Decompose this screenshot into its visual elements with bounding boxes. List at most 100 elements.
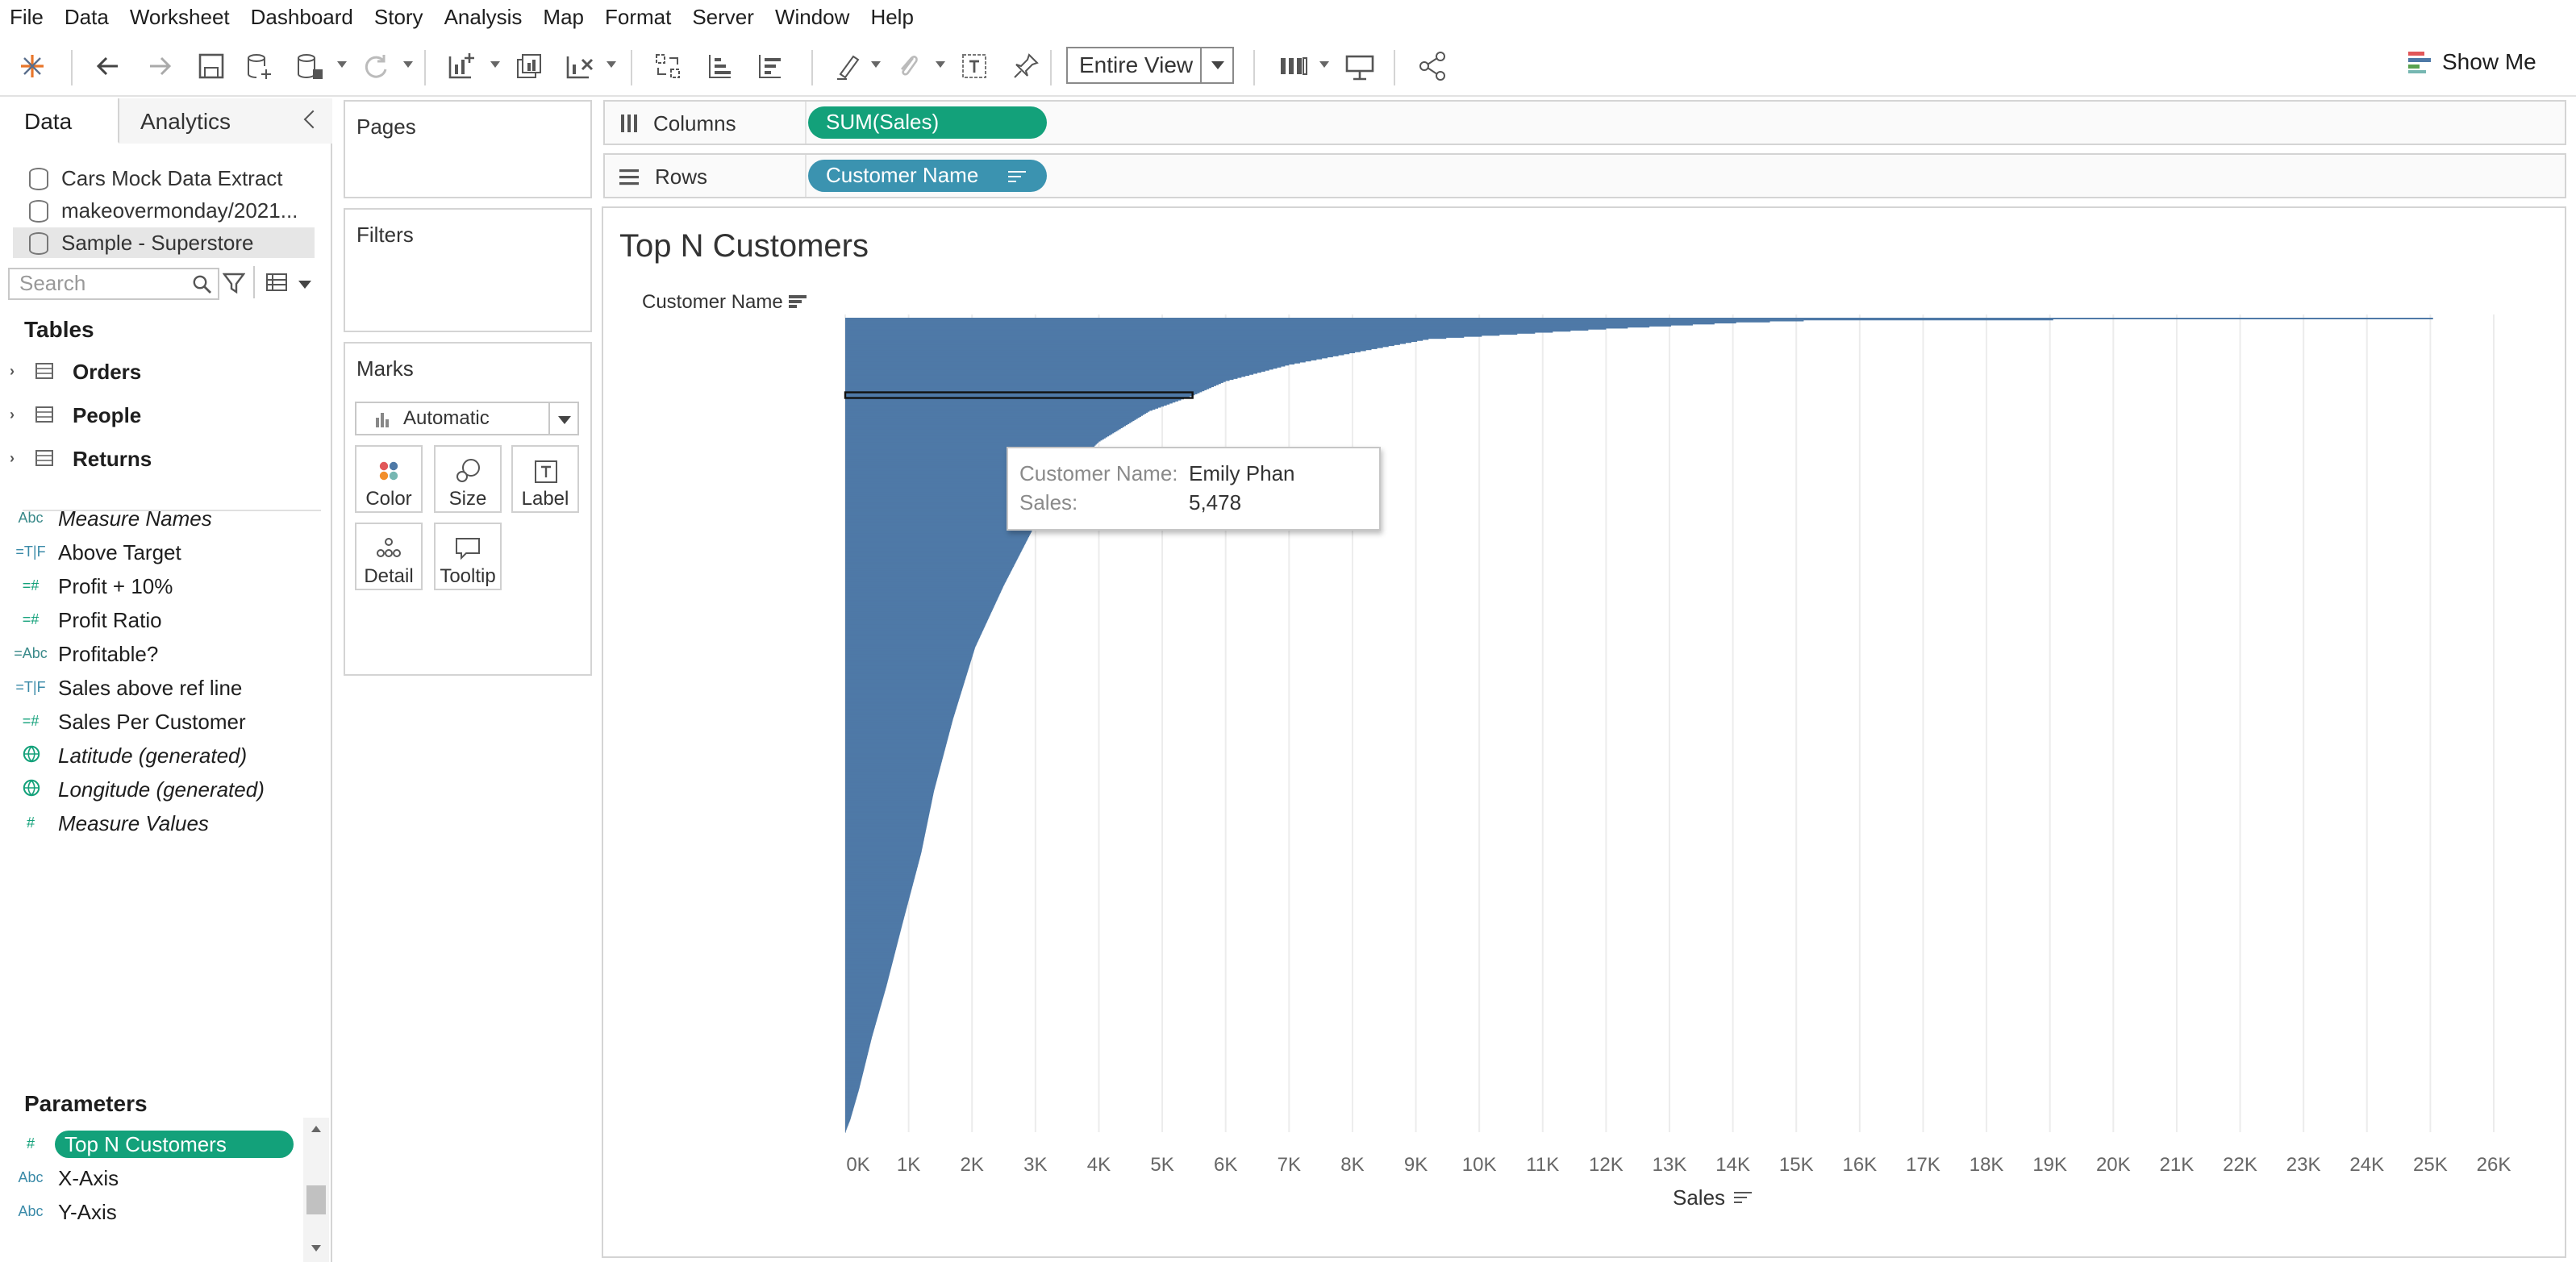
bar[interactable] (845, 868, 917, 871)
bar[interactable] (845, 624, 986, 627)
bar[interactable] (845, 402, 1170, 405)
bar[interactable] (845, 1086, 860, 1089)
bar[interactable] (845, 558, 1018, 560)
bar[interactable] (845, 891, 911, 893)
bar[interactable] (845, 1071, 864, 1073)
bar[interactable] (845, 644, 977, 646)
bar[interactable] (845, 323, 1693, 326)
datasource-item[interactable]: Sample - Superstore (13, 227, 315, 258)
bar[interactable] (845, 1011, 879, 1014)
bar[interactable] (845, 777, 938, 780)
bar[interactable] (845, 1065, 865, 1068)
bar[interactable] (845, 1020, 877, 1023)
bar[interactable] (845, 586, 1003, 589)
bar[interactable] (845, 889, 912, 891)
menu-format[interactable]: Format (605, 4, 672, 28)
bar[interactable] (845, 416, 1140, 419)
parameter-item[interactable]: Abc X-Axis (0, 1161, 332, 1193)
bar[interactable] (845, 864, 919, 866)
bar[interactable] (845, 862, 919, 864)
bar[interactable] (845, 960, 894, 961)
bar[interactable] (845, 403, 1167, 406)
bar[interactable] (845, 337, 1447, 339)
bar[interactable] (845, 968, 891, 970)
bar[interactable] (845, 851, 922, 852)
bar[interactable] (845, 462, 1077, 464)
bar[interactable] (845, 1077, 862, 1080)
bar[interactable] (845, 626, 985, 628)
bar[interactable] (845, 796, 933, 798)
bar[interactable] (845, 646, 976, 648)
bar[interactable] (845, 710, 956, 713)
bar[interactable] (845, 425, 1124, 427)
bar[interactable] (845, 1054, 868, 1056)
bar[interactable] (845, 1104, 855, 1106)
bar[interactable] (845, 831, 926, 833)
bar[interactable] (845, 698, 960, 700)
bar[interactable] (845, 684, 964, 686)
bar[interactable] (845, 739, 948, 742)
bar[interactable] (845, 350, 1361, 352)
bar[interactable] (845, 1102, 856, 1105)
bar[interactable] (845, 979, 889, 981)
table-returns[interactable]: › Returns (0, 439, 332, 477)
bar[interactable] (845, 909, 907, 911)
bar[interactable] (845, 623, 986, 626)
bar[interactable] (845, 717, 954, 719)
bar[interactable] (845, 1069, 864, 1072)
bar[interactable] (845, 680, 965, 682)
bar[interactable] (845, 990, 886, 993)
bar[interactable] (845, 567, 1013, 569)
bar[interactable] (845, 1100, 856, 1102)
bar[interactable] (845, 924, 902, 927)
bar[interactable] (845, 392, 1198, 394)
bar[interactable] (845, 806, 931, 809)
bar[interactable] (845, 995, 884, 998)
bar[interactable] (845, 982, 888, 985)
bar[interactable] (845, 377, 1238, 379)
bar[interactable] (845, 399, 1178, 402)
bar[interactable] (845, 604, 995, 606)
bar[interactable] (845, 612, 991, 614)
bar[interactable] (845, 494, 1053, 497)
menu-window[interactable]: Window (774, 4, 850, 28)
bar[interactable] (845, 823, 927, 826)
bar[interactable] (845, 998, 883, 1001)
filters-card[interactable]: Filters (344, 208, 592, 332)
bar[interactable] (845, 1044, 870, 1047)
bar[interactable] (845, 1050, 869, 1052)
bar[interactable] (845, 975, 890, 977)
bar[interactable] (845, 698, 960, 701)
bar[interactable] (845, 372, 1257, 374)
bar[interactable] (845, 706, 957, 709)
bar[interactable] (845, 746, 946, 748)
bar[interactable] (845, 675, 967, 677)
bar[interactable] (845, 1035, 873, 1038)
bar[interactable] (845, 871, 916, 873)
bar[interactable] (845, 597, 998, 599)
bar[interactable] (845, 553, 1020, 556)
bar[interactable] (845, 837, 924, 839)
bar[interactable] (845, 1030, 874, 1032)
bar[interactable] (845, 1052, 869, 1054)
bar[interactable] (845, 389, 1205, 392)
bar[interactable] (845, 449, 1090, 451)
bar[interactable] (845, 570, 1011, 573)
bar[interactable] (845, 699, 959, 702)
bar[interactable] (845, 668, 969, 671)
bar[interactable] (845, 728, 951, 731)
bar[interactable] (845, 985, 887, 987)
bar[interactable] (845, 939, 898, 942)
bar[interactable] (845, 566, 1014, 569)
bar[interactable] (845, 645, 976, 648)
bar[interactable] (845, 989, 886, 991)
bar[interactable] (845, 951, 895, 953)
bar[interactable] (845, 821, 928, 823)
bar[interactable] (845, 1059, 867, 1061)
field-item[interactable]: =Abc Profitable? (0, 637, 332, 669)
bar[interactable] (845, 548, 1023, 550)
bar[interactable] (845, 672, 968, 674)
bar[interactable] (845, 994, 884, 997)
menu-analysis[interactable]: Analysis (444, 4, 523, 28)
bar[interactable] (845, 1099, 857, 1102)
